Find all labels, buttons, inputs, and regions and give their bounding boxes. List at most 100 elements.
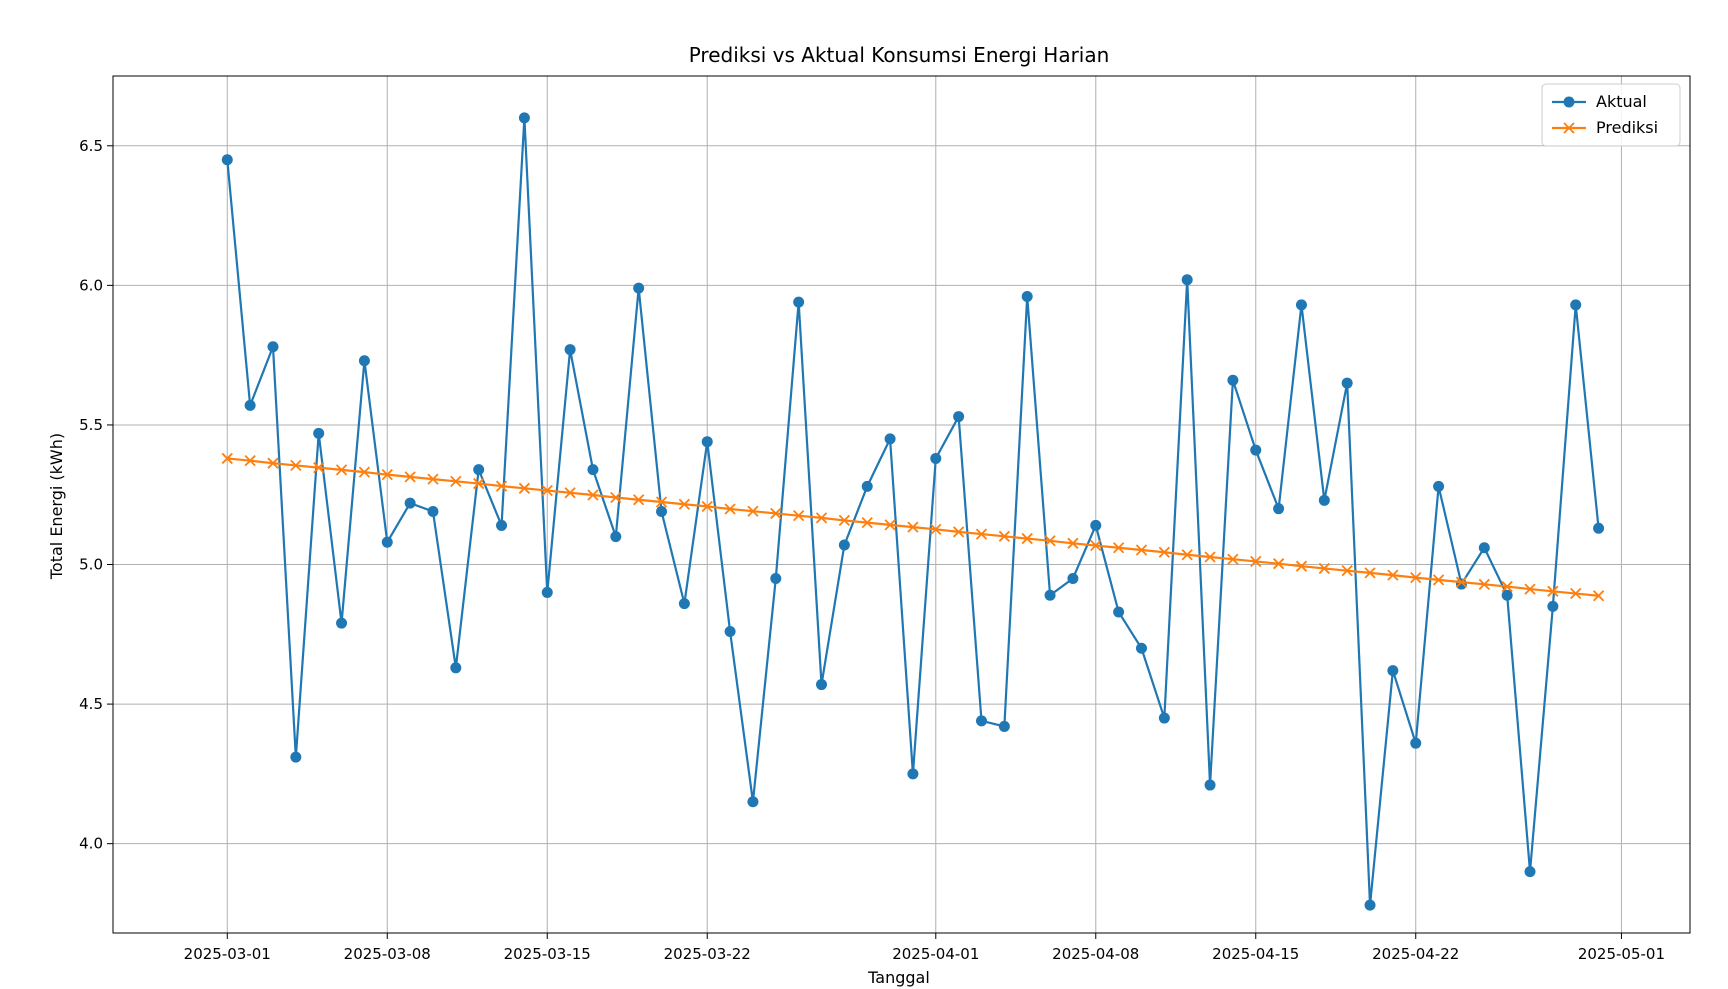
data-point-aktual [1181, 274, 1193, 286]
data-point-prediksi [404, 471, 416, 483]
data-point-aktual [770, 572, 782, 584]
marker-stroke [815, 512, 828, 524]
legend-marker [1563, 96, 1575, 108]
y-tick-label: 5.5 [79, 416, 103, 434]
data-point-aktual [313, 427, 325, 439]
data-point-prediksi [793, 510, 805, 522]
data-point-aktual [427, 505, 439, 517]
x-tick-label: 2025-04-22 [1372, 945, 1459, 963]
marker-stroke [1021, 532, 1033, 545]
marker-stroke [678, 498, 691, 510]
marker-stroke [1524, 583, 1536, 595]
data-point-aktual [701, 436, 713, 448]
data-point-prediksi [564, 487, 576, 499]
data-point-aktual [587, 464, 599, 476]
marker-stroke [1570, 587, 1582, 600]
data-point-prediksi [610, 491, 622, 504]
data-point-aktual [1113, 606, 1125, 618]
data-point-prediksi [335, 464, 348, 476]
data-point-aktual [816, 679, 828, 691]
data-point-aktual [930, 452, 942, 464]
x-tick-label: 2025-03-01 [184, 945, 271, 963]
marker-stroke [564, 487, 576, 499]
marker-stroke [1478, 578, 1490, 590]
data-point-aktual [1593, 522, 1605, 534]
data-point-aktual [221, 154, 233, 166]
y-tick-label: 5.0 [79, 556, 103, 574]
x-tick-label: 2025-04-15 [1212, 945, 1299, 963]
data-point-aktual [496, 519, 508, 531]
data-point-prediksi [1592, 590, 1605, 602]
data-point-aktual [747, 796, 759, 808]
data-point-aktual [564, 344, 576, 356]
data-point-prediksi [381, 468, 393, 481]
data-point-aktual [1524, 866, 1536, 878]
data-point-prediksi [473, 477, 485, 490]
data-point-prediksi [427, 473, 439, 485]
data-point-aktual [541, 586, 553, 598]
marker-stroke [381, 468, 393, 481]
marker-stroke [267, 457, 279, 469]
marker-stroke [1501, 580, 1513, 593]
marker-stroke [1250, 555, 1262, 568]
data-point-prediksi [1135, 544, 1148, 556]
y-tick-label: 4.5 [79, 695, 103, 713]
legend-item-prediksi: Prediksi [1552, 118, 1658, 137]
marker-stroke [1547, 585, 1559, 597]
data-point-prediksi [1181, 549, 1193, 561]
data-point-aktual [1204, 779, 1216, 791]
data-point-prediksi [633, 494, 645, 506]
marker-stroke [518, 482, 531, 494]
data-point-aktual [1090, 519, 1102, 531]
data-point-prediksi [1341, 565, 1353, 577]
data-point-prediksi [518, 482, 531, 494]
marker-stroke [930, 523, 942, 535]
marker-stroke [793, 510, 805, 522]
ticks: 2025-03-01 2025-03-08 2025-03-15 2025-03-22… [79, 137, 1665, 963]
data-point-aktual [358, 355, 370, 367]
y-tick-label: 4.0 [79, 835, 103, 853]
data-point-aktual [336, 617, 348, 629]
x-tick-label: 2025-03-08 [344, 945, 431, 963]
data-point-aktual [404, 497, 416, 509]
data-point-prediksi [1158, 546, 1170, 558]
x-tick-label: 2025-03-22 [664, 945, 751, 963]
marker-stroke [998, 530, 1010, 542]
y-tick-label: 6.5 [79, 137, 103, 155]
data-point-aktual [724, 626, 736, 638]
marker-stroke [358, 466, 371, 478]
data-point-prediksi [838, 514, 850, 527]
data-point-aktual [1547, 600, 1559, 612]
marker-stroke [770, 507, 782, 520]
data-point-aktual [1227, 374, 1239, 386]
data-point-aktual [1295, 299, 1307, 311]
x-tick-label: 2025-04-01 [892, 945, 979, 963]
data-point-aktual [1387, 665, 1399, 677]
marker-stroke [313, 462, 325, 474]
chart-title: Prediksi vs Aktual Konsumsi Energi Haria… [689, 43, 1110, 67]
marker-stroke [884, 519, 896, 531]
marker-stroke [335, 464, 348, 476]
data-point-prediksi [1295, 560, 1308, 572]
data-point-aktual [838, 539, 850, 551]
data-point-aktual [267, 341, 279, 353]
data-point-prediksi [1410, 572, 1422, 584]
data-point-aktual [1318, 494, 1330, 506]
marker-stroke [1181, 549, 1193, 561]
data-point-aktual [381, 536, 393, 548]
data-point-aktual [1021, 291, 1033, 303]
series-layer [221, 112, 1605, 911]
data-point-aktual [244, 399, 256, 411]
data-point-prediksi [244, 455, 256, 467]
marker-stroke [450, 475, 462, 487]
data-point-prediksi [1044, 535, 1056, 547]
marker-stroke [861, 517, 873, 529]
x-axis-title: Tanggal [867, 968, 930, 987]
data-point-prediksi [1090, 539, 1102, 552]
data-point-prediksi [1455, 576, 1468, 588]
data-point-aktual [1341, 377, 1353, 389]
data-point-aktual [1455, 578, 1467, 590]
marker-stroke [953, 526, 965, 538]
marker-stroke [1135, 544, 1148, 556]
